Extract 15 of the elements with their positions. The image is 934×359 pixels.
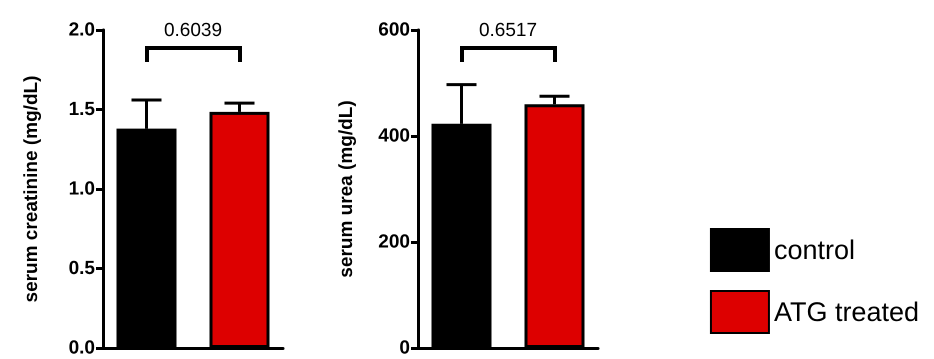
- annotation: 0.6039: [162, 20, 224, 42]
- y-tick-label: 0.5: [68, 258, 96, 279]
- y-tick-label: 2.0: [68, 20, 95, 40]
- legend-label: control: [774, 235, 855, 265]
- y-tick-label: 0.0: [68, 338, 95, 358]
- y-axis-title: serum creatinine (mg/dL): [21, 76, 42, 302]
- y-tick-label: 400: [378, 126, 410, 146]
- annotation: 0.6517: [478, 20, 538, 42]
- y-tick-label: 1.5: [68, 99, 96, 120]
- y-tick-label: 600: [378, 20, 410, 40]
- y-tick-label: 200: [378, 232, 410, 252]
- legend-label: ATG treated: [774, 297, 920, 327]
- y-axis-title: serum urea (mg/dL): [336, 100, 357, 278]
- y-tick-label: 0: [399, 338, 410, 358]
- y-tick-label: 1.0: [68, 178, 95, 200]
